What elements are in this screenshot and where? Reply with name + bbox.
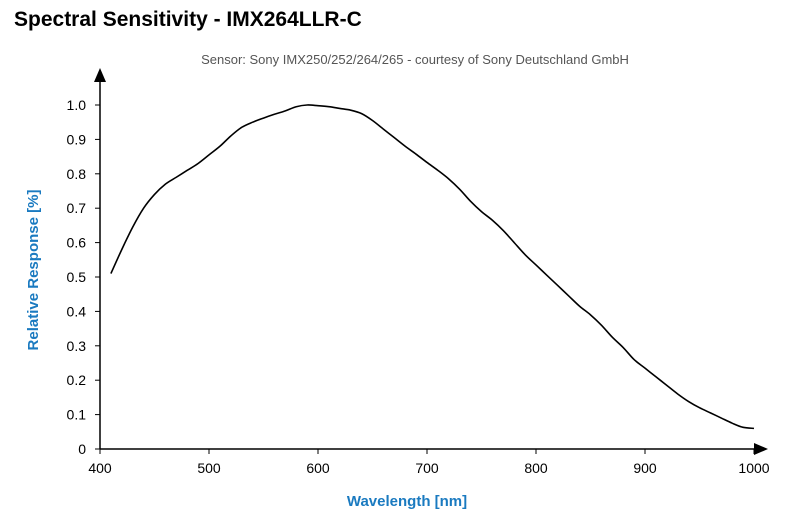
y-tick-label: 0.2	[67, 372, 87, 388]
x-axis-label: Wavelength [nm]	[347, 493, 467, 510]
y-tick-label: 0.7	[67, 200, 87, 216]
x-axis-arrow-icon	[754, 443, 768, 455]
y-tick-label: 0.3	[67, 338, 87, 354]
chart-subtitle: Sensor: Sony IMX250/252/264/265 - courte…	[201, 52, 629, 67]
y-axis-label: Relative Response [%]	[25, 190, 42, 351]
x-tick-label: 800	[524, 460, 548, 476]
y-tick-label: 0.1	[67, 407, 87, 423]
y-tick-label: 1.0	[67, 97, 87, 113]
x-tick-label: 1000	[738, 460, 769, 476]
y-tick-label: 0.4	[67, 303, 87, 319]
x-tick-label: 500	[197, 460, 221, 476]
x-tick-label: 700	[415, 460, 439, 476]
y-tick-label: 0.6	[67, 235, 87, 251]
y-tick-label: 0	[78, 441, 86, 457]
y-tick-label: 0.9	[67, 131, 87, 147]
y-tick-label: 0.5	[67, 269, 87, 285]
page-title: Spectral Sensitivity - IMX264LLR-C	[14, 8, 362, 31]
y-axis-arrow-icon	[94, 68, 106, 82]
y-tick-label: 0.8	[67, 166, 87, 182]
x-tick-label: 400	[88, 460, 112, 476]
x-tick-label: 600	[306, 460, 330, 476]
x-tick-label: 900	[633, 460, 657, 476]
series-line-relative-response	[110, 104, 755, 430]
